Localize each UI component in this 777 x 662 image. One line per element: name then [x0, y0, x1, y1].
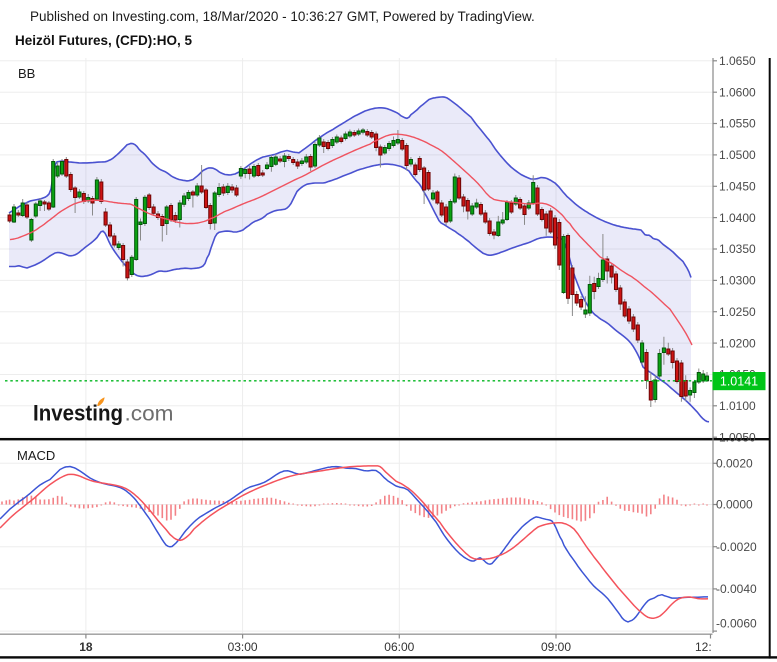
svg-text:Investing: Investing — [33, 401, 123, 426]
svg-text:1.0300: 1.0300 — [719, 274, 756, 288]
svg-text:06:00: 06:00 — [384, 640, 414, 654]
svg-text:1.0400: 1.0400 — [719, 211, 756, 225]
svg-text:1.0350: 1.0350 — [719, 242, 756, 256]
svg-text:12:: 12: — [695, 640, 712, 654]
svg-text:BB: BB — [18, 66, 35, 81]
svg-text:1.0200: 1.0200 — [719, 336, 756, 350]
svg-text:1.0450: 1.0450 — [719, 180, 756, 194]
svg-text:09:00: 09:00 — [541, 640, 571, 654]
svg-text:1.0600: 1.0600 — [719, 85, 756, 99]
svg-text:-0.0020: -0.0020 — [716, 540, 757, 554]
svg-text:1.0250: 1.0250 — [719, 305, 756, 319]
svg-text:1.0550: 1.0550 — [719, 117, 756, 131]
svg-text:1.0100: 1.0100 — [719, 399, 756, 413]
svg-text:1.0050: 1.0050 — [719, 430, 756, 444]
svg-text:0.0000: 0.0000 — [716, 498, 753, 512]
svg-text:MACD: MACD — [17, 448, 55, 463]
svg-text:-0.0060: -0.0060 — [716, 617, 757, 631]
svg-text:1.0500: 1.0500 — [719, 148, 756, 162]
svg-text:18: 18 — [79, 640, 93, 654]
svg-text:03:00: 03:00 — [228, 640, 258, 654]
svg-text:1.0650: 1.0650 — [719, 54, 756, 68]
svg-text:1.0141: 1.0141 — [720, 374, 758, 388]
svg-text:-0.0040: -0.0040 — [716, 582, 757, 596]
svg-text:.com: .com — [125, 403, 174, 426]
svg-text:0.0020: 0.0020 — [716, 457, 753, 471]
